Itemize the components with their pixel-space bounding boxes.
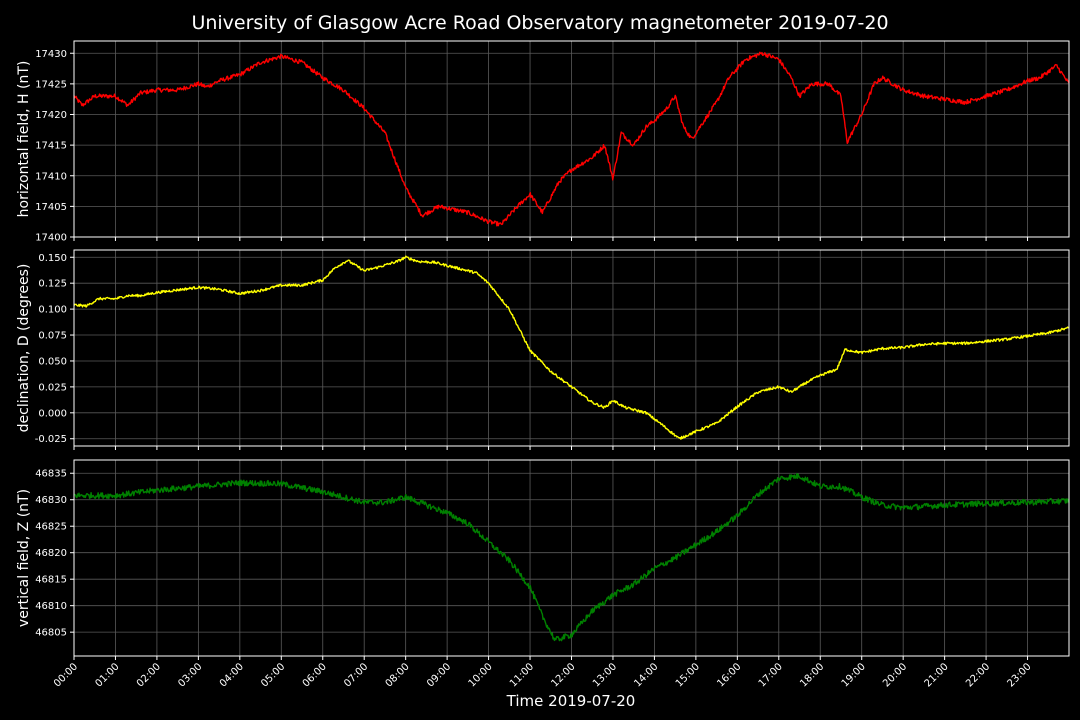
x-tick-label: 06:00 [301, 661, 329, 689]
y-tick-label: -0.025 [35, 434, 67, 445]
x-tick-label: 17:00 [757, 661, 785, 689]
y-tick-label: 0.050 [38, 356, 67, 367]
y-tick-label: 0.125 [38, 279, 67, 290]
y-tick-label: 17410 [35, 171, 67, 182]
panel-2: -0.025 0.000 0.025 0.050 0.075 0.100 0.125 0.15… [16, 249, 1070, 450]
x-tick-label: 04:00 [218, 661, 246, 689]
panel-1: 17400 17405 17410 17415 17420 17425 17430horiz… [16, 40, 1070, 244]
y-tick-label: 17400 [35, 233, 67, 244]
y-tick-label: 17405 [35, 202, 67, 213]
y-tick-label: 17425 [35, 79, 67, 90]
x-tick-label: 00:00 [52, 661, 80, 689]
x-tick-label: 09:00 [425, 661, 453, 689]
x-tick-label: 01:00 [93, 661, 121, 689]
y-tick-label: 0.150 [38, 253, 67, 264]
y-axis-label: horizontal field, H (nT) [16, 61, 32, 218]
series-trace [73, 255, 1070, 440]
y-tick-label: 46815 [35, 575, 67, 586]
x-tick-label: 14:00 [632, 661, 660, 689]
x-tick-label: 10:00 [467, 661, 495, 689]
x-tick-label: 02:00 [135, 661, 163, 689]
panel-3: 46805 46810 46815 46820 46825 46830 46835verti… [16, 459, 1070, 660]
y-tick-label: 46830 [35, 495, 67, 506]
x-tick-label: 05:00 [259, 661, 287, 689]
x-tick-label: 07:00 [342, 661, 370, 689]
y-tick-label: 0.025 [38, 382, 67, 393]
y-axis-label: declination, D (degrees) [16, 264, 32, 433]
x-tick-label: 20:00 [881, 661, 909, 689]
series-trace [73, 51, 1070, 227]
chart-title: University of Glasgow Acre Road Observat… [191, 12, 888, 34]
x-tick-label: 16:00 [715, 661, 743, 689]
x-tick-label: 22:00 [964, 661, 992, 689]
y-tick-label: 17420 [35, 110, 67, 121]
x-axis-label: Time 2019-07-20 [506, 692, 636, 710]
series-trace [73, 472, 1070, 642]
y-tick-label: 17415 [35, 141, 67, 152]
x-tick-label: 18:00 [798, 661, 826, 689]
x-tick-label: 11:00 [508, 661, 536, 689]
y-tick-label: 46825 [35, 522, 67, 533]
y-tick-label: 0.000 [38, 408, 67, 419]
x-tick-label: 19:00 [840, 661, 868, 689]
x-tick-label: 12:00 [549, 661, 577, 689]
y-tick-label: 17430 [35, 49, 67, 60]
y-tick-label: 46835 [35, 469, 67, 480]
y-axis-label: vertical field, Z (nT) [16, 489, 32, 627]
x-tick-label: 08:00 [384, 661, 412, 689]
x-tick-label: 15:00 [674, 661, 702, 689]
y-tick-label: 0.075 [38, 331, 67, 342]
x-tick-label: 13:00 [591, 661, 619, 689]
y-tick-label: 46810 [35, 601, 67, 612]
y-tick-label: 46820 [35, 548, 67, 559]
x-axis-ticks: 00:00 01:00 02:00 03:00 04:00 05:00 06:00 07:00… [52, 661, 1034, 689]
x-tick-label: 03:00 [176, 661, 204, 689]
x-tick-label: 21:00 [923, 661, 951, 689]
x-tick-label: 23:00 [1006, 661, 1034, 689]
panels-layer: 17400 17405 17410 17415 17420 17425 17430horiz… [16, 40, 1070, 660]
y-tick-label: 0.100 [38, 305, 67, 316]
y-tick-label: 46805 [35, 628, 67, 639]
